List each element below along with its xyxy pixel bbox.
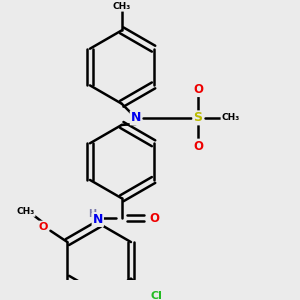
Text: N: N [131, 111, 141, 124]
Text: O: O [149, 212, 159, 225]
Text: CH₃: CH₃ [112, 2, 131, 11]
Text: S: S [194, 111, 202, 124]
Text: O: O [39, 221, 48, 232]
Text: Cl: Cl [150, 291, 162, 300]
Text: N: N [93, 213, 103, 226]
Text: CH₃: CH₃ [221, 113, 240, 122]
Text: O: O [193, 83, 203, 96]
Text: CH₃: CH₃ [16, 207, 35, 216]
Text: H: H [88, 208, 96, 219]
Text: O: O [193, 140, 203, 153]
